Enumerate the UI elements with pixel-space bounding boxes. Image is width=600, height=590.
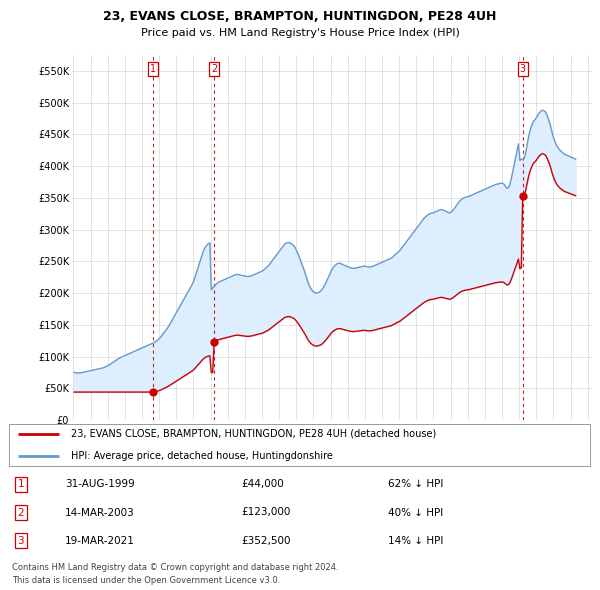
Text: 1: 1 (151, 64, 157, 74)
Text: 23, EVANS CLOSE, BRAMPTON, HUNTINGDON, PE28 4UH (detached house): 23, EVANS CLOSE, BRAMPTON, HUNTINGDON, P… (71, 428, 436, 438)
Text: HPI: Average price, detached house, Huntingdonshire: HPI: Average price, detached house, Hunt… (71, 451, 332, 461)
Text: 31-AUG-1999: 31-AUG-1999 (65, 480, 134, 490)
Text: 62% ↓ HPI: 62% ↓ HPI (388, 480, 443, 490)
Text: 2: 2 (17, 507, 24, 517)
FancyBboxPatch shape (9, 424, 590, 466)
Text: Contains HM Land Registry data © Crown copyright and database right 2024.: Contains HM Land Registry data © Crown c… (12, 563, 338, 572)
Text: £123,000: £123,000 (241, 507, 290, 517)
Text: 14% ↓ HPI: 14% ↓ HPI (388, 536, 443, 546)
Text: 3: 3 (520, 64, 526, 74)
Text: 1: 1 (17, 480, 24, 490)
Text: 14-MAR-2003: 14-MAR-2003 (65, 507, 134, 517)
Text: 23, EVANS CLOSE, BRAMPTON, HUNTINGDON, PE28 4UH: 23, EVANS CLOSE, BRAMPTON, HUNTINGDON, P… (103, 10, 497, 23)
Text: 19-MAR-2021: 19-MAR-2021 (65, 536, 134, 546)
Text: £44,000: £44,000 (241, 480, 284, 490)
Text: This data is licensed under the Open Government Licence v3.0.: This data is licensed under the Open Gov… (12, 576, 280, 585)
Text: 40% ↓ HPI: 40% ↓ HPI (388, 507, 443, 517)
Text: 3: 3 (17, 536, 24, 546)
Text: Price paid vs. HM Land Registry's House Price Index (HPI): Price paid vs. HM Land Registry's House … (140, 28, 460, 38)
Text: £352,500: £352,500 (241, 536, 291, 546)
Text: 2: 2 (211, 64, 217, 74)
